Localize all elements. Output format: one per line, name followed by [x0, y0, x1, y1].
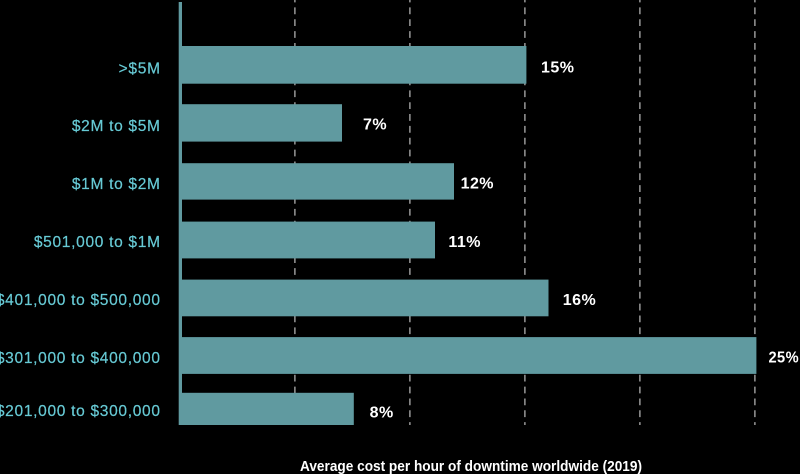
- svg-text:$2M to $5M: $2M to $5M: [72, 118, 161, 135]
- svg-text:15%: 15%: [541, 59, 574, 76]
- svg-text:16%: 16%: [563, 292, 596, 309]
- svg-text:11%: 11%: [448, 234, 481, 251]
- svg-text:$301,000 to $400,000: $301,000 to $400,000: [0, 350, 161, 367]
- svg-text:$201,000 to $300,000: $201,000 to $300,000: [0, 403, 161, 420]
- svg-text:25%: 25%: [769, 349, 800, 366]
- svg-text:8%: 8%: [370, 404, 394, 421]
- svg-text:7%: 7%: [363, 116, 387, 133]
- svg-text:12%: 12%: [461, 175, 494, 192]
- svg-text:$501,000 to $1M: $501,000 to $1M: [34, 234, 161, 251]
- svg-text:$1M to $2M: $1M to $2M: [72, 176, 161, 193]
- svg-text:$401,000 to $500,000: $401,000 to $500,000: [0, 292, 161, 309]
- svg-text:>$5M: >$5M: [119, 60, 161, 77]
- svg-text:Average cost per hour of downt: Average cost per hour of downtime worldw…: [300, 458, 642, 474]
